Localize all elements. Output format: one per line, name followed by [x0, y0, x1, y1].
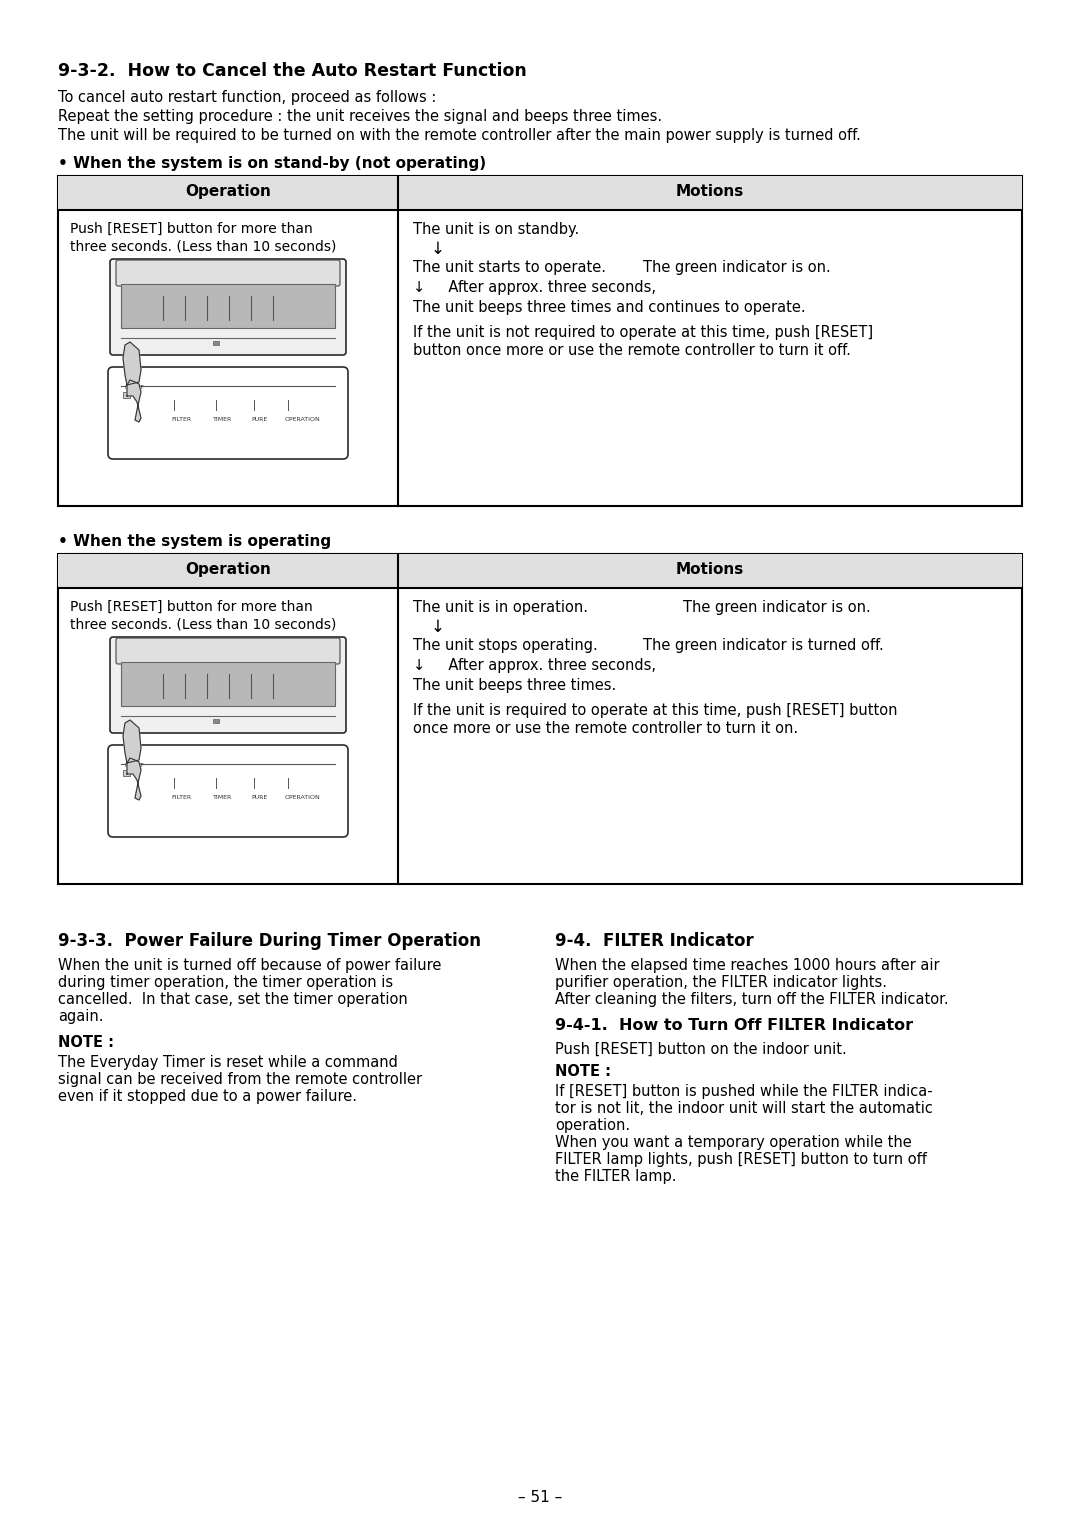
- Text: Motions: Motions: [676, 563, 744, 576]
- Text: If the unit is not required to operate at this time, push [RESET]: If the unit is not required to operate a…: [413, 325, 873, 340]
- Bar: [58, 554, 1022, 589]
- Text: The green indicator is on.: The green indicator is on.: [683, 599, 870, 615]
- Text: The Everyday Timer is reset while a command: The Everyday Timer is reset while a comm…: [58, 1055, 397, 1071]
- Text: Motions: Motions: [676, 185, 744, 198]
- Text: NOTE :: NOTE :: [58, 1035, 114, 1051]
- Text: even if it stopped due to a power failure.: even if it stopped due to a power failur…: [58, 1089, 357, 1104]
- Text: TIMER: TIMER: [213, 795, 232, 801]
- Bar: [213, 718, 219, 723]
- Bar: [121, 284, 335, 328]
- Text: FILTER lamp lights, push [RESET] button to turn off: FILTER lamp lights, push [RESET] button …: [555, 1151, 927, 1167]
- FancyBboxPatch shape: [108, 368, 348, 459]
- Text: – 51 –: – 51 –: [518, 1490, 562, 1505]
- FancyBboxPatch shape: [110, 637, 346, 734]
- Polygon shape: [127, 758, 141, 801]
- Text: The unit is on standby.: The unit is on standby.: [413, 223, 579, 236]
- Text: Operation: Operation: [185, 185, 271, 198]
- Bar: [123, 770, 130, 776]
- Text: cancelled.  In that case, set the timer operation: cancelled. In that case, set the timer o…: [58, 991, 408, 1006]
- Text: FILTER: FILTER: [171, 416, 191, 422]
- Text: button once more or use the remote controller to turn it off.: button once more or use the remote contr…: [413, 343, 851, 358]
- Text: RESET: RESET: [124, 384, 144, 390]
- Polygon shape: [123, 720, 141, 762]
- Text: 9-4.  FILTER Indicator: 9-4. FILTER Indicator: [555, 932, 754, 950]
- Text: The green indicator is turned off.: The green indicator is turned off.: [643, 637, 883, 653]
- Bar: [58, 554, 1022, 884]
- FancyBboxPatch shape: [110, 259, 346, 355]
- Text: The green indicator is on.: The green indicator is on.: [643, 259, 831, 274]
- Text: signal can be received from the remote controller: signal can be received from the remote c…: [58, 1072, 422, 1087]
- Text: Push [RESET] button on the indoor unit.: Push [RESET] button on the indoor unit.: [555, 1042, 847, 1057]
- Text: When the unit is turned off because of power failure: When the unit is turned off because of p…: [58, 958, 442, 973]
- Text: The unit beeps three times and continues to operate.: The unit beeps three times and continues…: [413, 300, 806, 316]
- Text: TIMER: TIMER: [213, 416, 232, 422]
- Text: once more or use the remote controller to turn it on.: once more or use the remote controller t…: [413, 721, 798, 737]
- Text: • When the system is operating: • When the system is operating: [58, 534, 332, 549]
- Text: The unit stops operating.: The unit stops operating.: [413, 637, 597, 653]
- Text: 9-3-2.  How to Cancel the Auto Restart Function: 9-3-2. How to Cancel the Auto Restart Fu…: [58, 63, 527, 79]
- Text: When the elapsed time reaches 1000 hours after air: When the elapsed time reaches 1000 hours…: [555, 958, 940, 973]
- Text: To cancel auto restart function, proceed as follows :: To cancel auto restart function, proceed…: [58, 90, 436, 105]
- Text: • When the system is on stand-by (not operating): • When the system is on stand-by (not op…: [58, 156, 486, 171]
- Text: PURE: PURE: [251, 416, 267, 422]
- Polygon shape: [123, 342, 141, 384]
- Text: The unit beeps three times.: The unit beeps three times.: [413, 679, 617, 692]
- Text: OPERATION: OPERATION: [285, 416, 321, 422]
- Text: three seconds. (Less than 10 seconds): three seconds. (Less than 10 seconds): [70, 618, 336, 631]
- Text: When you want a temporary operation while the: When you want a temporary operation whil…: [555, 1135, 912, 1150]
- Text: If the unit is required to operate at this time, push [RESET] button: If the unit is required to operate at th…: [413, 703, 897, 718]
- Text: three seconds. (Less than 10 seconds): three seconds. (Less than 10 seconds): [70, 239, 336, 253]
- Text: FILTER: FILTER: [171, 795, 191, 801]
- Text: Repeat the setting procedure : the unit receives the signal and beeps three time: Repeat the setting procedure : the unit …: [58, 108, 662, 124]
- Bar: [58, 175, 1022, 210]
- FancyBboxPatch shape: [116, 259, 340, 287]
- Text: The unit will be required to be turned on with the remote controller after the m: The unit will be required to be turned o…: [58, 128, 861, 143]
- Text: ↓     After approx. three seconds,: ↓ After approx. three seconds,: [413, 281, 656, 294]
- Text: tor is not lit, the indoor unit will start the automatic: tor is not lit, the indoor unit will sta…: [555, 1101, 933, 1116]
- Bar: [58, 175, 1022, 506]
- Text: If [RESET] button is pushed while the FILTER indica-: If [RESET] button is pushed while the FI…: [555, 1084, 933, 1100]
- Bar: [123, 392, 130, 398]
- Text: Push [RESET] button for more than: Push [RESET] button for more than: [70, 223, 313, 236]
- Text: the FILTER lamp.: the FILTER lamp.: [555, 1170, 676, 1183]
- Text: purifier operation, the FILTER indicator lights.: purifier operation, the FILTER indicator…: [555, 974, 887, 990]
- Polygon shape: [127, 380, 141, 422]
- FancyBboxPatch shape: [116, 637, 340, 663]
- Text: RESET: RESET: [124, 762, 144, 769]
- Text: NOTE :: NOTE :: [555, 1064, 611, 1080]
- Text: PURE: PURE: [251, 795, 267, 801]
- Text: ↓: ↓: [431, 618, 445, 636]
- Text: ↓: ↓: [431, 239, 445, 258]
- Text: 9-4-1.  How to Turn Off FILTER Indicator: 9-4-1. How to Turn Off FILTER Indicator: [555, 1019, 913, 1032]
- Bar: [213, 342, 219, 345]
- Text: After cleaning the filters, turn off the FILTER indicator.: After cleaning the filters, turn off the…: [555, 991, 948, 1006]
- Text: operation.: operation.: [555, 1118, 630, 1133]
- Text: Push [RESET] button for more than: Push [RESET] button for more than: [70, 599, 313, 615]
- FancyBboxPatch shape: [108, 746, 348, 837]
- Text: Operation: Operation: [185, 563, 271, 576]
- Text: The unit is in operation.: The unit is in operation.: [413, 599, 588, 615]
- Text: 9-3-3.  Power Failure During Timer Operation: 9-3-3. Power Failure During Timer Operat…: [58, 932, 481, 950]
- Text: again.: again.: [58, 1010, 104, 1023]
- Text: during timer operation, the timer operation is: during timer operation, the timer operat…: [58, 974, 393, 990]
- Text: The unit starts to operate.: The unit starts to operate.: [413, 259, 606, 274]
- Bar: [121, 662, 335, 706]
- Text: ↓     After approx. three seconds,: ↓ After approx. three seconds,: [413, 657, 656, 673]
- Text: OPERATION: OPERATION: [285, 795, 321, 801]
